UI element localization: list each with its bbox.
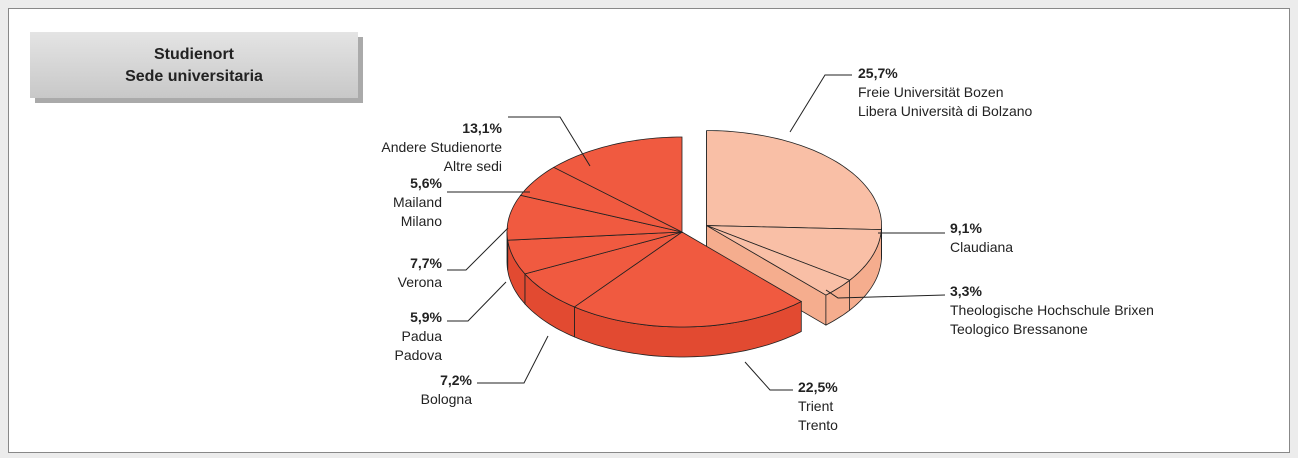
slice-label: Claudiana [950, 239, 1013, 255]
slice-label: Milano [401, 213, 442, 229]
slice-label: Trient [798, 398, 833, 414]
slice-label: Altre sedi [444, 158, 502, 174]
slice-label: Padua [402, 328, 443, 344]
slice-label: Andere Studienorte [381, 139, 502, 155]
data-label: 25,7% [858, 65, 898, 81]
chart-subtitle: Sede universitaria [125, 68, 263, 85]
chart-title: Studienort [154, 46, 235, 63]
slice-label: Verona [398, 274, 443, 290]
slice-label: Mailand [393, 194, 442, 210]
data-label: 3,3% [950, 283, 982, 299]
data-label: 5,9% [410, 309, 442, 325]
data-label: 7,7% [410, 255, 442, 271]
title-box [30, 32, 358, 98]
slice-label: Theologische Hochschule Brixen [950, 302, 1154, 318]
data-label: 5,6% [410, 175, 442, 191]
slice-label: Teologico Bressanone [950, 321, 1088, 337]
data-label: 9,1% [950, 220, 982, 236]
slice-label: Padova [395, 347, 443, 363]
slice-label: Bologna [421, 391, 473, 407]
data-label: 22,5% [798, 379, 838, 395]
slice-label: Trento [798, 417, 838, 433]
slice-label: Freie Universität Bozen [858, 84, 1004, 100]
slice-label: Libera Università di Bolzano [858, 103, 1033, 119]
data-label: 7,2% [440, 372, 472, 388]
data-label: 13,1% [462, 120, 502, 136]
